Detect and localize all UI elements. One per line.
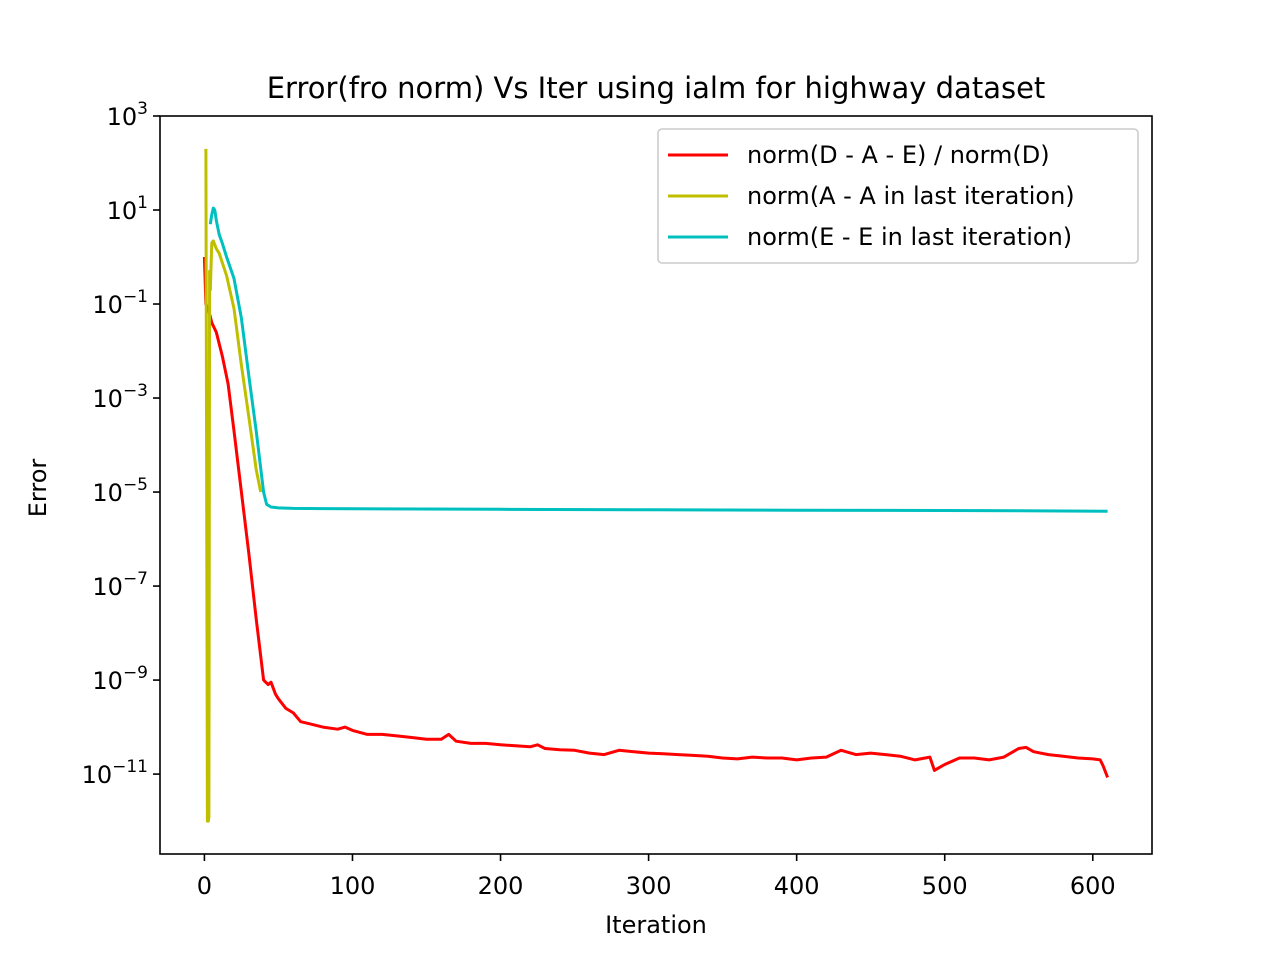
plot-frame	[159, 115, 1153, 855]
y-tick-label: 103	[107, 99, 148, 131]
x-tick-label: 500	[922, 872, 968, 900]
plot-area	[202, 148, 1109, 823]
y-axis: 103 101 10−1 10−3 10−5 10−7 10−9 10−11	[82, 99, 160, 789]
series-line-3	[208, 206, 1108, 513]
x-tick-label: 400	[774, 872, 820, 900]
series-line-2	[204, 148, 263, 823]
y-tick-label: 10−3	[92, 381, 148, 413]
y-tick-label: 101	[107, 193, 148, 225]
series-line-1	[202, 256, 1109, 778]
x-axis: 0 100 200 300 400 500 600	[197, 854, 1116, 900]
legend-label: norm(E - E in last iteration)	[747, 223, 1072, 251]
chart-title: Error(fro norm) Vs Iter using ialm for h…	[267, 71, 1046, 105]
legend: norm(D - A - E) / norm(D) norm(A - A in l…	[657, 128, 1139, 264]
legend-label: norm(D - A - E) / norm(D)	[747, 141, 1050, 169]
legend-box	[657, 128, 1139, 264]
y-tick-label: 10−11	[82, 757, 148, 789]
x-tick-label: 600	[1070, 872, 1116, 900]
y-tick-label: 10−7	[92, 569, 148, 601]
y-tick-label: 10−9	[92, 663, 148, 695]
x-axis-label: Iteration	[605, 911, 707, 939]
y-tick-label: 10−5	[92, 475, 148, 507]
x-tick-label: 100	[330, 872, 376, 900]
legend-label: norm(A - A in last iteration)	[747, 182, 1075, 210]
x-tick-label: 300	[626, 872, 672, 900]
x-tick-label: 0	[197, 872, 212, 900]
y-axis-label: Error	[24, 459, 52, 518]
x-tick-label: 200	[478, 872, 524, 900]
y-tick-label: 10−1	[92, 287, 148, 319]
